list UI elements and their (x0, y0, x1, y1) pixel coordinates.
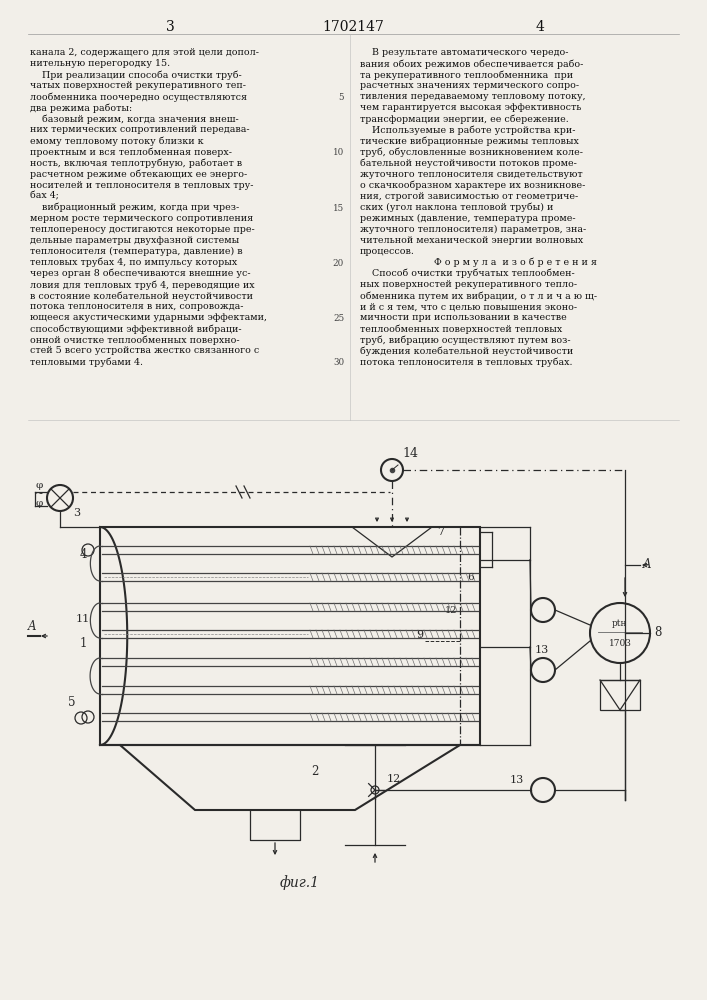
Text: в состояние колебательной неустойчивости: в состояние колебательной неустойчивости (30, 291, 253, 301)
Text: потока теплоносителя в тепловых трубах.: потока теплоносителя в тепловых трубах. (360, 357, 573, 367)
Text: тепловых трубах 4, по импульсу которых: тепловых трубах 4, по импульсу которых (30, 258, 238, 267)
Text: труб, обусловленные возникновением коле-: труб, обусловленные возникновением коле- (360, 147, 583, 157)
Text: расчетном режиме обтекающих ее энерго-: расчетном режиме обтекающих ее энерго- (30, 170, 247, 179)
Text: 12: 12 (445, 606, 457, 615)
Text: чительной механической энергии волновых: чительной механической энергии волновых (360, 236, 583, 245)
Text: теплопереносу достигаются некоторые пре-: теплопереносу достигаются некоторые пре- (30, 225, 255, 234)
Text: 3: 3 (73, 508, 80, 518)
Text: жуточного теплоносителя) параметров, зна-: жуточного теплоносителя) параметров, зна… (360, 225, 586, 234)
Text: бах 4;: бах 4; (30, 192, 59, 201)
Text: трансформации энергии, ее сбережение.: трансформации энергии, ее сбережение. (360, 114, 568, 124)
Text: 13: 13 (510, 775, 525, 785)
Text: 15: 15 (333, 204, 344, 213)
Text: ~: ~ (35, 489, 45, 499)
Text: них термических сопротивлений передава-: них термических сопротивлений передава- (30, 125, 250, 134)
Text: рtн: рtн (612, 618, 628, 628)
Text: вибрационный режим, когда при чрез-: вибрационный режим, когда при чрез- (30, 203, 239, 212)
Text: и й с я тем, что с целью повышения эконо-: и й с я тем, что с целью повышения эконо… (360, 302, 577, 311)
Text: через орган 8 обеспечиваются внешние ус-: через орган 8 обеспечиваются внешние ус- (30, 269, 250, 278)
Text: режимных (давление, температура проме-: режимных (давление, температура проме- (360, 214, 575, 223)
Text: емому тепловому потоку близки к: емому тепловому потоку близки к (30, 136, 204, 146)
Bar (100, 527, 480, 745)
Text: ных поверхностей рекуперативного тепло-: ных поверхностей рекуперативного тепло- (360, 280, 577, 289)
Text: ских (угол наклона тепловой трубы) и: ских (угол наклона тепловой трубы) и (360, 203, 554, 212)
Text: 2: 2 (311, 765, 319, 778)
Text: 12: 12 (387, 774, 402, 784)
Text: 5: 5 (68, 696, 76, 709)
Text: 4: 4 (80, 548, 88, 561)
Text: 3: 3 (165, 20, 175, 34)
Text: тивления передаваемому тепловому потоку,: тивления передаваемому тепловому потоку, (360, 92, 585, 101)
Text: 1: 1 (80, 637, 88, 650)
Text: 4: 4 (536, 20, 544, 34)
Text: мерном росте термического сопротивления: мерном росте термического сопротивления (30, 214, 253, 223)
Text: бательной неустойчивости потоков проме-: бательной неустойчивости потоков проме- (360, 158, 577, 168)
Bar (600, 680, 640, 710)
Text: Используемые в работе устройства кри-: Используемые в работе устройства кри- (360, 125, 575, 135)
Text: базовый режим, когда значения внеш-: базовый режим, когда значения внеш- (30, 114, 239, 124)
Text: 25: 25 (333, 314, 344, 323)
Text: 1702147: 1702147 (322, 20, 384, 34)
Text: При реализации способа очистки труб-: При реализации способа очистки труб- (30, 70, 242, 80)
Text: та рекуперативного теплообменника  при: та рекуперативного теплообменника при (360, 70, 573, 80)
Text: потока теплоносителя в них, сопровожда-: потока теплоносителя в них, сопровожда- (30, 302, 243, 311)
Text: φ: φ (35, 481, 42, 490)
Text: буждения колебательной неустойчивости: буждения колебательной неустойчивости (360, 346, 573, 356)
Text: чатых поверхностей рекуперативного теп-: чатых поверхностей рекуперативного теп- (30, 81, 246, 90)
Text: 20: 20 (333, 259, 344, 268)
Text: чем гарантируется высокая эффективность: чем гарантируется высокая эффективность (360, 103, 581, 112)
Text: фиг.1: фиг.1 (280, 875, 320, 890)
Text: A: A (28, 620, 37, 633)
Text: процессов.: процессов. (360, 247, 415, 256)
Text: 14: 14 (402, 447, 418, 460)
Text: стей 5 всего устройства жестко связанного с: стей 5 всего устройства жестко связанног… (30, 346, 259, 355)
Text: проектным и вся теплобменная поверх-: проектным и вся теплобменная поверх- (30, 147, 232, 157)
Text: Способ очистки трубчатых теплообмен-: Способ очистки трубчатых теплообмен- (360, 269, 575, 278)
Text: 6: 6 (467, 573, 474, 582)
Text: 11: 11 (76, 614, 90, 624)
Text: A: A (643, 558, 651, 572)
Text: о скачкообразном характере их возникнове-: о скачкообразном характере их возникнове… (360, 181, 585, 190)
Text: 13: 13 (535, 645, 549, 655)
Text: носителей и теплоносителя в тепловых тру-: носителей и теплоносителя в тепловых тру… (30, 181, 254, 190)
Text: 7: 7 (437, 527, 444, 537)
Text: ющееся акустическими ударными эффектами,: ющееся акустическими ударными эффектами, (30, 313, 267, 322)
Text: ния, строгой зависимостью от геометриче-: ния, строгой зависимостью от геометриче- (360, 192, 578, 201)
Text: канала 2, содержащего для этой цели допол-: канала 2, содержащего для этой цели допо… (30, 48, 259, 57)
Text: онной очистке теплообменных поверхно-: онной очистке теплообменных поверхно- (30, 335, 240, 345)
Text: φ: φ (35, 499, 42, 508)
Text: тические вибрационные режимы тепловых: тические вибрационные режимы тепловых (360, 136, 579, 146)
Text: 1703: 1703 (609, 639, 631, 648)
Text: расчетных значениях термического сопро-: расчетных значениях термического сопро- (360, 81, 579, 90)
Text: нительную перегородку 15.: нительную перегородку 15. (30, 59, 170, 68)
Text: тепловыми трубами 4.: тепловыми трубами 4. (30, 357, 143, 367)
Text: труб, вибрацию осуществляют путем воз-: труб, вибрацию осуществляют путем воз- (360, 335, 571, 345)
Text: ловия для тепловых труб 4, переводящие их: ловия для тепловых труб 4, переводящие и… (30, 280, 255, 290)
Text: Ф о р м у л а  и з о б р е т е н и я: Ф о р м у л а и з о б р е т е н и я (433, 258, 597, 267)
Text: 10: 10 (333, 148, 344, 157)
Text: В результате автоматического чередо-: В результате автоматического чередо- (360, 48, 568, 57)
Text: обменника путем их вибрации, о т л и ч а ю щ-: обменника путем их вибрации, о т л и ч а… (360, 291, 597, 301)
Text: 9: 9 (416, 630, 423, 640)
Text: ность, включая теплотрубную, работает в: ность, включая теплотрубную, работает в (30, 158, 242, 168)
Text: мичности при использовании в качестве: мичности при использовании в качестве (360, 313, 567, 322)
Text: два режима работы:: два режима работы: (30, 103, 132, 113)
Text: дельные параметры двухфазной системы: дельные параметры двухфазной системы (30, 236, 239, 245)
Text: теплоносителя (температура, давление) в: теплоносителя (температура, давление) в (30, 247, 243, 256)
Text: жуточного теплоносителя свидетельствуют: жуточного теплоносителя свидетельствуют (360, 170, 583, 179)
Text: 30: 30 (333, 358, 344, 367)
Text: вания обоих режимов обеспечивается рабо-: вания обоих режимов обеспечивается рабо- (360, 59, 583, 69)
Text: 8: 8 (654, 626, 661, 640)
Text: 5: 5 (339, 93, 344, 102)
Text: лообменника поочередно осуществляются: лообменника поочередно осуществляются (30, 92, 247, 102)
Text: способствующими эффективной вибраци-: способствующими эффективной вибраци- (30, 324, 242, 334)
Text: теплообменных поверхностей тепловых: теплообменных поверхностей тепловых (360, 324, 562, 334)
